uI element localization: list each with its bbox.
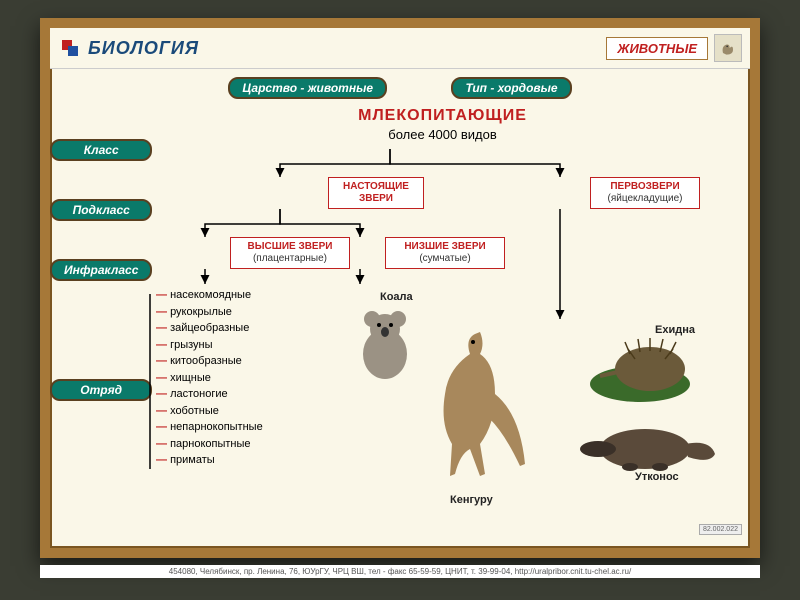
subclass-label: Подкласс <box>50 199 152 221</box>
order-item: парнокопытные <box>156 436 263 453</box>
node-lower: НИЗШИЕ ЗВЕРИ (сумчатые) <box>385 237 505 269</box>
order-item: приматы <box>156 452 263 469</box>
footer-text: 454080, Челябинск, пр. Ленина, 76, ЮУрГУ… <box>40 565 760 578</box>
echidna-label: Ехидна <box>655 324 695 336</box>
order-item: хищные <box>156 370 263 387</box>
order-item: ластоногие <box>156 386 263 403</box>
class-label: Класс <box>50 139 152 161</box>
orders-list: насекомоядныерукокрылыезайцеобразныегрыз… <box>156 287 263 469</box>
node-real-beasts: НАСТОЯЩИЕЗВЕРИ <box>328 177 424 209</box>
order-item: грызуны <box>156 337 263 354</box>
order-item: рукокрылые <box>156 304 263 321</box>
platypus-image <box>570 409 720 479</box>
poster-frame: БИОЛОГИЯ ЖИВОТНЫЕ Царство - животные Тип… <box>40 18 760 558</box>
order-item: хоботные <box>156 403 263 420</box>
content-area: Царство - животные Тип - хордовые Класс … <box>50 69 750 541</box>
main-title: МЛЕКОПИТАЮЩИЕ <box>145 107 740 125</box>
node-higher: ВЫСШИЕ ЗВЕРИ (плацентарные) <box>230 237 350 269</box>
echidna-image <box>580 324 710 404</box>
node-proto-beasts: ПЕРВОЗВЕРИ (яйцекладущие) <box>590 177 700 209</box>
kangaroo-image <box>410 324 530 484</box>
title-block: МЛЕКОПИТАЮЩИЕ более 4000 видов <box>145 107 740 142</box>
logo-group: БИОЛОГИЯ <box>58 36 199 60</box>
main-subtitle: более 4000 видов <box>145 127 740 142</box>
topic-badge: ЖИВОТНЫЕ <box>606 37 708 60</box>
order-item: непарнокопытные <box>156 419 263 436</box>
squirrel-icon <box>714 34 742 62</box>
platypus-label: Утконос <box>635 471 679 483</box>
logo-icon <box>58 36 82 60</box>
order-item: зайцеобразные <box>156 320 263 337</box>
order-item: китообразные <box>156 353 263 370</box>
side-labels: Класс Подкласс Инфракласс Отряд <box>50 139 152 401</box>
order-item: насекомоядные <box>156 287 263 304</box>
subject-label: БИОЛОГИЯ <box>88 38 199 59</box>
kingdom-pill: Царство - животные <box>228 77 387 99</box>
top-pill-row: Царство - животные Тип - хордовые <box>60 77 740 99</box>
header-bar: БИОЛОГИЯ ЖИВОТНЫЕ <box>50 28 750 69</box>
corner-code: 82.002.022 <box>699 524 742 535</box>
koala-label: Коала <box>380 291 413 303</box>
infraclass-label: Инфракласс <box>50 259 152 281</box>
order-label: Отряд <box>50 379 152 401</box>
phylum-pill: Тип - хордовые <box>451 77 571 99</box>
kangaroo-label: Кенгуру <box>450 494 493 506</box>
